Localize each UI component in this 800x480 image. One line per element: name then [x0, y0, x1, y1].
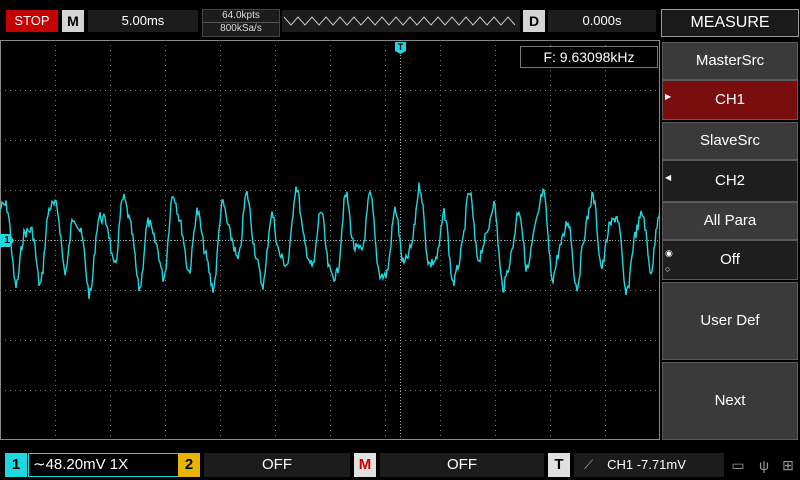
rising-edge-icon: ⟋ [584, 453, 593, 477]
selection-arrow-icon: ▶ [665, 78, 671, 116]
usb-icon: ψ [754, 455, 774, 475]
master-src-label: MasterSrc [663, 43, 797, 79]
master-src-value-label: CH1 [663, 81, 797, 119]
run-stop-indicator[interactable]: STOP [6, 10, 58, 32]
main-timebase-icon: M [62, 10, 84, 32]
trigger-settings[interactable]: ⟋ CH1 -7.71mV [574, 453, 724, 477]
radio-off-icon: ○ [665, 265, 670, 274]
ch1-button[interactable]: 1 [5, 453, 27, 477]
acquisition-info: 64.0kpts 800kSa/s [202, 9, 280, 37]
delay-icon: D [523, 10, 545, 32]
all-para-label: All Para [663, 203, 797, 239]
radio-on-icon: ◉ [665, 249, 673, 258]
math-button[interactable]: M [354, 453, 376, 477]
trigger-button[interactable]: T [548, 453, 570, 477]
next-label: Next [663, 363, 797, 439]
all-para-value-label: Off [663, 241, 797, 279]
waveform-overview-icon [282, 10, 520, 32]
selection-arrow-icon: ◀ [665, 158, 671, 198]
slave-src-label: SlaveSrc [663, 123, 797, 159]
math-settings[interactable]: OFF [380, 453, 544, 477]
timebase-readout[interactable]: 5.00ms [88, 10, 198, 32]
user-def-label: User Def [663, 283, 797, 359]
master-src-value[interactable]: CH1 ▶ [662, 80, 798, 120]
waveform-overview-strip [282, 10, 520, 32]
slave-src-value[interactable]: CH2 ◀ [662, 160, 798, 202]
all-para-button[interactable]: All Para [662, 202, 798, 240]
ch2-button[interactable]: 2 [178, 453, 200, 477]
top-status-bar: STOP M 5.00ms 64.0kpts 800kSa/s D 0.000s… [0, 0, 800, 40]
user-def-button[interactable]: User Def [662, 282, 798, 360]
ch2-settings[interactable]: OFF [204, 453, 350, 477]
frequency-readout: F: 9.63098kHz [520, 46, 658, 68]
bottom-channel-bar: 1 ∼48.20mV 1X 2 OFF M OFF T ⟋ CH1 -7.71mV… [0, 446, 800, 480]
next-button[interactable]: Next [662, 362, 798, 440]
waveform-display [0, 40, 660, 440]
graticule [0, 40, 660, 440]
slave-src-value-label: CH2 [663, 161, 797, 201]
slave-src-button[interactable]: SlaveSrc [662, 122, 798, 160]
network-icon: ⊞ [778, 455, 798, 475]
delay-readout[interactable]: 0.000s [548, 10, 656, 32]
all-para-value[interactable]: Off ◉ ○ [662, 240, 798, 280]
master-src-button[interactable]: MasterSrc [662, 42, 798, 80]
ch1-settings[interactable]: ∼48.20mV 1X [28, 453, 180, 477]
memory-depth: 64.0kpts [203, 10, 279, 23]
usb-drive-icon: ▭ [728, 455, 748, 475]
menu-title: MEASURE [661, 9, 799, 37]
sample-rate: 800kSa/s [203, 23, 279, 35]
trigger-level: CH1 -7.71mV [607, 457, 686, 472]
